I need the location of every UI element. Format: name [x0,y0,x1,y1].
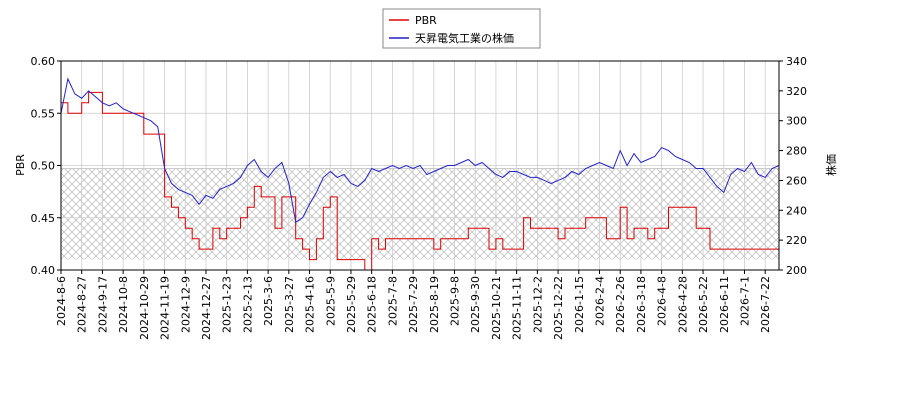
y-tick-label: 0.40 [31,264,56,277]
y-axis-label: PBR [14,154,27,176]
x-tick-label: 2026-4-28 [676,276,689,333]
x-tick-label: 2025-3-27 [283,276,296,333]
x-tick-label: 2025-11-11 [511,276,524,340]
x-tick-label: 2026-3-18 [635,276,648,333]
x-tick-label: 2024-12-9 [179,276,192,333]
x-tick-label: 2026-4-8 [656,276,669,326]
x-tick-label: 2026-2-26 [614,276,627,333]
x-tick-label: 2026-2-4 [594,276,607,326]
y-tick-label: 0.55 [31,107,56,120]
y2-tick-label: 300 [786,115,807,128]
x-tick-label: 2024-8-6 [55,276,68,326]
x-tick-label: 2025-2-13 [241,276,254,333]
shaded-range [61,168,779,260]
x-tick-label: 2025-3-6 [262,276,275,326]
x-tick-label: 2025-12-22 [552,276,565,340]
x-tick-label: 2025-8-19 [428,276,441,333]
y-tick-label: 0.45 [31,212,56,225]
x-tick-label: 2026-7-1 [738,276,751,326]
x-tick-label: 2025-4-16 [304,276,317,333]
plot-frame [60,60,780,271]
data-line [61,91,779,271]
legend-box [382,8,541,49]
y-tick-label: 0.50 [31,160,56,173]
y2-tick-label: 340 [786,55,807,68]
x-tick-label: 2025-9-8 [449,276,462,326]
y2-tick-label: 280 [786,145,807,158]
x-tick-label: 2025-5-9 [324,276,337,326]
x-tick-label: 2026-1-15 [573,276,586,333]
x-tick-label: 2024-10-29 [138,276,151,340]
x-tick-label: 2026-5-22 [697,276,710,333]
x-tick-label: 2024-12-27 [200,276,213,340]
x-tick-label: 2025-7-8 [386,276,399,326]
y2-tick-label: 200 [786,264,807,277]
x-tick-label: 2025-12-2 [531,276,544,333]
legend-label: 天昇電気工業の株価 [415,31,514,45]
x-tick-label: 2026-7-22 [759,276,772,333]
x-tick-label: 2025-5-29 [345,276,358,333]
data-line [60,77,780,224]
x-tick-label: 2025-7-29 [407,276,420,333]
x-tick-label: 2025-1-23 [221,276,234,333]
y-tick-label: 0.60 [31,55,56,68]
x-tick-label: 2024-10-8 [117,276,130,333]
legend-label: PBR [415,14,437,27]
x-tick-label: 2025-10-21 [490,276,503,340]
y2-tick-label: 260 [786,174,807,187]
y2-tick-label: 320 [786,85,807,98]
x-tick-label: 2024-8-27 [76,276,89,333]
x-tick-label: 2026-6-11 [718,276,731,333]
x-tick-label: 2025-9-30 [469,276,482,333]
x-tick-label: 2024-11-19 [159,276,172,340]
y2-axis-label: 株価 [824,154,838,176]
y2-tick-label: 220 [786,234,807,247]
x-tick-label: 2025-6-18 [366,276,379,333]
x-tick-label: 2024-9-17 [96,276,109,333]
y2-tick-label: 240 [786,204,807,217]
